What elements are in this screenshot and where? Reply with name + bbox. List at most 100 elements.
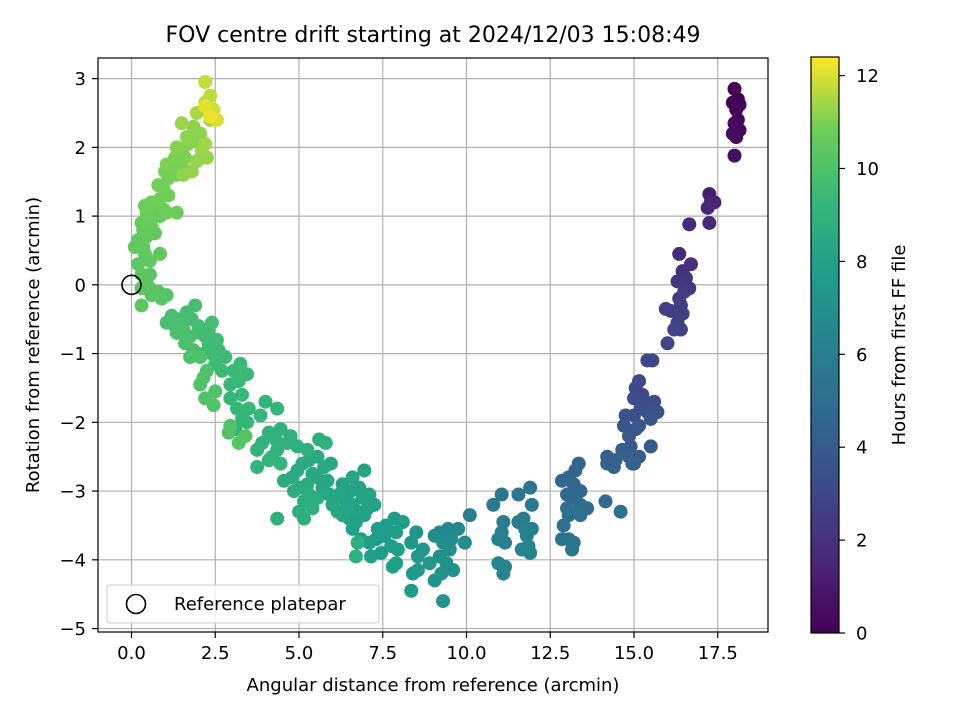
data-point <box>727 148 742 163</box>
data-point <box>524 497 539 512</box>
data-point <box>332 487 347 502</box>
data-point <box>627 391 641 406</box>
data-point <box>618 408 633 423</box>
data-point <box>352 480 367 495</box>
data-point <box>183 350 198 365</box>
data-point <box>682 217 697 232</box>
data-point <box>405 566 420 581</box>
data-point <box>494 487 509 502</box>
data-point <box>345 470 360 485</box>
data-point <box>235 387 250 402</box>
data-point <box>241 401 256 416</box>
colorbar-label: Hours from first FF file <box>889 245 910 446</box>
y-tick-label: −4 <box>59 550 86 571</box>
colorbar-ticks: 0 2 4 6 8 10 12 <box>839 66 879 645</box>
data-point <box>230 401 245 416</box>
data-point <box>498 535 513 550</box>
data-point <box>204 315 219 330</box>
data-point <box>362 487 377 502</box>
x-tick-label: 5.0 <box>285 643 314 664</box>
data-point <box>152 246 167 261</box>
data-point <box>404 583 419 598</box>
legend-box <box>106 584 380 624</box>
data-point <box>208 384 223 399</box>
colorbar-tick-label: 4 <box>856 438 867 459</box>
y-tick-label: −5 <box>59 619 86 640</box>
colorbar-tick-label: 2 <box>856 531 867 552</box>
data-point <box>151 178 166 193</box>
data-point <box>729 102 744 117</box>
x-tick-label: 0.0 <box>117 643 146 664</box>
data-point <box>511 487 526 502</box>
data-point <box>348 549 363 564</box>
y-tick-label: −1 <box>59 344 86 365</box>
data-point <box>496 515 511 530</box>
data-point <box>457 535 472 550</box>
data-point <box>486 497 501 512</box>
data-point <box>240 367 255 382</box>
data-point <box>404 535 419 550</box>
data-point <box>519 528 534 543</box>
data-point <box>261 425 276 440</box>
data-point <box>667 322 682 337</box>
x-axis-label: Angular distance from reference (arcmin) <box>247 675 620 696</box>
data-point <box>621 429 636 444</box>
colorbar-tick-label: 10 <box>856 159 879 180</box>
data-point <box>390 542 405 557</box>
data-point <box>523 480 538 495</box>
y-axis-ticks: −5 −4 −3 −2 −1 0 1 2 3 <box>59 69 98 640</box>
data-point <box>198 136 213 151</box>
data-point <box>410 549 425 564</box>
y-tick-label: −2 <box>59 413 86 434</box>
data-point <box>606 460 621 475</box>
data-point <box>258 394 273 409</box>
x-tick-label: 15.0 <box>614 643 654 664</box>
data-point <box>270 511 285 526</box>
data-point <box>729 130 744 145</box>
data-point <box>395 515 410 530</box>
data-point <box>573 508 588 523</box>
colorbar-tick-label: 12 <box>856 66 879 87</box>
y-tick-label: −3 <box>59 482 86 503</box>
data-point <box>451 521 466 536</box>
data-point <box>318 435 333 450</box>
data-point <box>221 425 236 440</box>
data-point <box>640 353 655 368</box>
data-point <box>446 563 461 578</box>
data-point <box>169 205 184 220</box>
data-point <box>357 463 372 478</box>
data-point <box>672 246 687 261</box>
data-point <box>276 473 291 488</box>
data-point <box>523 545 538 560</box>
data-point <box>286 484 301 499</box>
data-point <box>188 298 203 313</box>
data-point <box>270 401 285 416</box>
data-point <box>297 511 312 526</box>
data-point <box>565 542 580 557</box>
data-point <box>169 325 184 340</box>
data-point <box>169 140 184 155</box>
colorbar-tick-label: 8 <box>856 252 867 273</box>
data-point <box>702 215 717 230</box>
x-tick-label: 2.5 <box>201 643 230 664</box>
data-point <box>209 332 224 347</box>
data-point <box>598 494 613 509</box>
data-point <box>442 542 457 557</box>
colorbar-tick-label: 0 <box>856 624 867 645</box>
data-point <box>265 449 280 464</box>
data-point <box>627 456 641 471</box>
legend-marker <box>125 593 147 615</box>
reference-platepar-marker <box>121 274 142 296</box>
data-point <box>436 594 451 609</box>
data-points <box>127 75 747 609</box>
data-point <box>250 442 265 457</box>
x-tick-label: 12.5 <box>530 643 570 664</box>
data-point <box>223 391 238 406</box>
data-point <box>231 435 246 450</box>
data-point <box>556 518 571 533</box>
data-point <box>283 429 298 444</box>
data-point <box>422 556 437 571</box>
data-point <box>273 422 288 437</box>
